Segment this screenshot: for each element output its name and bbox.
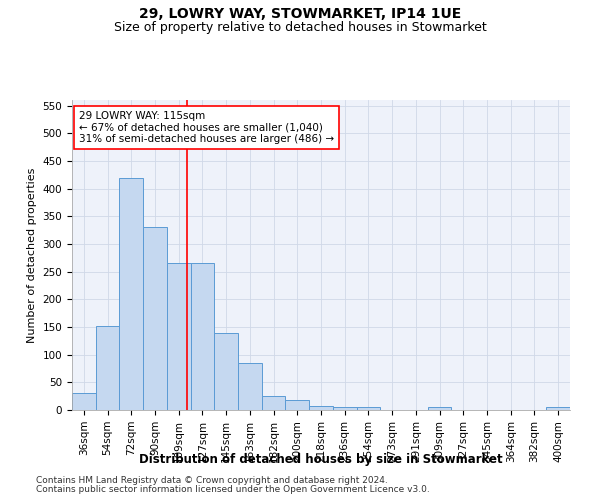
Bar (333, 407, 356, 410)
Bar (309, 406, 333, 410)
Bar (119, 178, 143, 410)
Bar (262, 396, 286, 410)
Bar (238, 363, 262, 410)
Y-axis label: Number of detached properties: Number of detached properties (27, 168, 37, 342)
Bar (143, 228, 167, 410)
Text: 29, LOWRY WAY, STOWMARKET, IP14 1UE: 29, LOWRY WAY, STOWMARKET, IP14 1UE (139, 8, 461, 22)
Bar (214, 332, 238, 410)
Bar (191, 264, 214, 410)
Bar (286, 400, 309, 410)
Text: Contains public sector information licensed under the Open Government Licence v3: Contains public sector information licen… (36, 485, 430, 494)
Bar (428, 407, 451, 410)
Text: Size of property relative to detached houses in Stowmarket: Size of property relative to detached ho… (113, 21, 487, 34)
Bar (72, 394, 96, 410)
Bar (167, 264, 191, 410)
Text: 29 LOWRY WAY: 115sqm
← 67% of detached houses are smaller (1,040)
31% of semi-de: 29 LOWRY WAY: 115sqm ← 67% of detached h… (79, 111, 334, 144)
Bar (546, 407, 570, 410)
Bar (356, 407, 380, 410)
Bar (96, 326, 119, 410)
Text: Distribution of detached houses by size in Stowmarket: Distribution of detached houses by size … (139, 452, 503, 466)
Text: Contains HM Land Registry data © Crown copyright and database right 2024.: Contains HM Land Registry data © Crown c… (36, 476, 388, 485)
